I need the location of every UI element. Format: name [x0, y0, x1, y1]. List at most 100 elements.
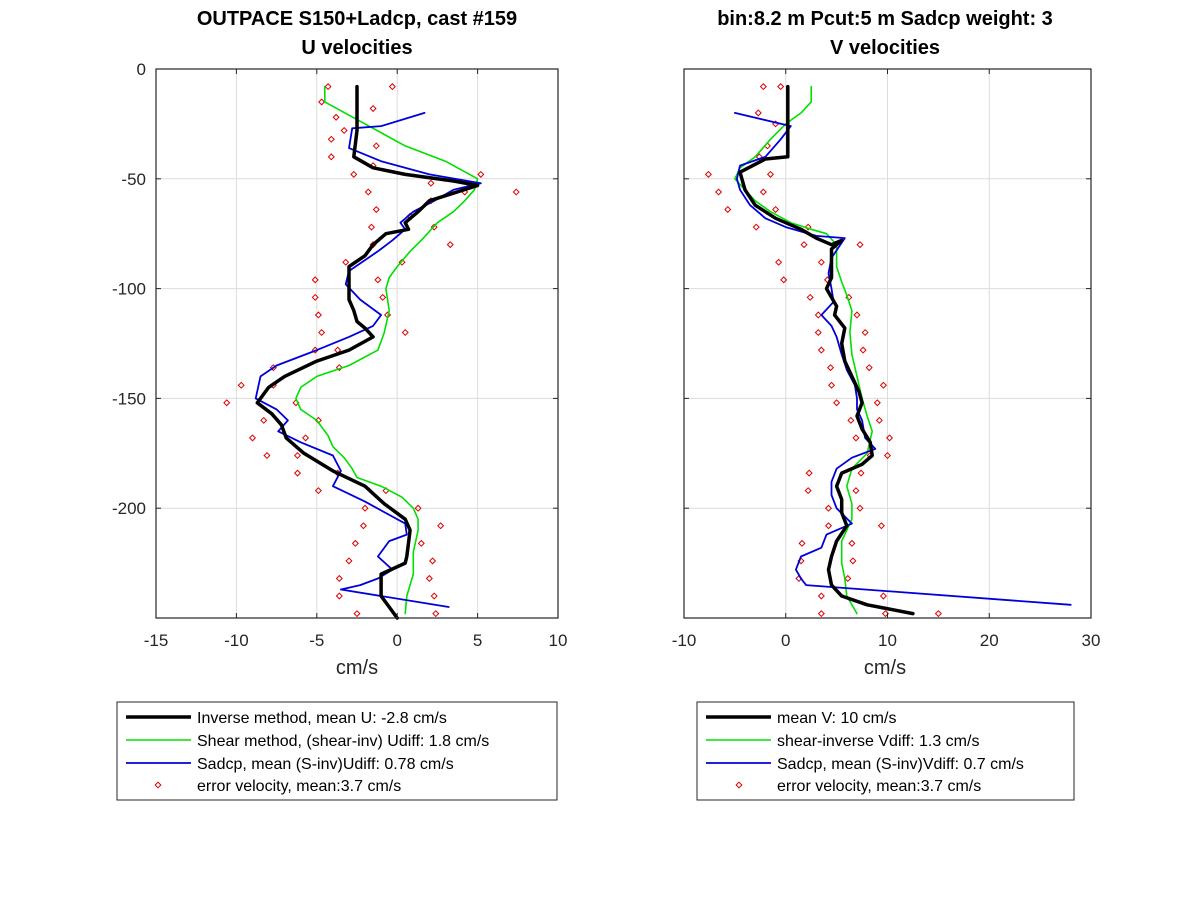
v-legend-swatch-error — [735, 781, 743, 789]
u-legend-label-inverse: Inverse method, mean U: -2.8 cm/s — [197, 710, 447, 727]
v-error-marker — [759, 188, 767, 196]
u-xtick-label: -5 — [309, 631, 324, 650]
v-error-marker — [847, 416, 855, 424]
u-legend-swatch-error — [154, 781, 162, 789]
v-error-marker — [800, 241, 808, 249]
u-legend-label-shear: Shear method, (shear-inv) Udiff: 1.8 cm/… — [197, 733, 489, 750]
v-error-marker — [772, 206, 780, 214]
v-error-marker — [824, 504, 833, 512]
v-x-axis-label: cm/s — [864, 657, 906, 679]
v-error-marker — [817, 610, 825, 618]
v-legend-label-error: error velocity, mean:3.7 cm/s — [777, 778, 981, 795]
u-ytick-label: 0 — [137, 60, 146, 79]
v-panel: bin:8.2 m Pcut:5 m Sadcp weight: 3 V vel… — [672, 8, 1101, 801]
v-error-marker — [777, 83, 785, 91]
v-error-marker — [833, 399, 841, 407]
v-error-marker — [861, 328, 869, 337]
u-error-marker — [327, 153, 335, 161]
u-ytick-label: -150 — [112, 389, 146, 408]
v-legend-label-sadcp: Sadcp, mean (S-inv)Vdiff: 0.7 cm/s — [777, 756, 1024, 773]
v-xtick-label: 10 — [878, 631, 897, 650]
u-error-marker — [379, 293, 387, 301]
v-error-marker — [849, 557, 857, 565]
u-inverse-line — [255, 84, 480, 620]
u-xticks: -15 -10 -5 0 5 10 — [144, 69, 568, 650]
v-error-marker — [715, 188, 723, 196]
u-error-marker — [324, 83, 332, 91]
u-sadcp-line — [254, 112, 482, 608]
v-error-marker — [806, 293, 814, 301]
v-error-marker — [857, 469, 865, 477]
u-error-marker — [351, 539, 359, 547]
v-xtick-label: 30 — [1082, 631, 1101, 650]
u-error-marker — [374, 276, 382, 284]
u-error-marker — [311, 276, 319, 284]
u-legend: Inverse method, mean U: -2.8 cm/s Shear … — [116, 701, 558, 801]
v-error-marker — [824, 522, 833, 530]
v-error-marker — [873, 399, 881, 407]
u-error-marker — [263, 451, 271, 460]
u-xtick-label: -15 — [144, 631, 169, 650]
u-yticks: 0 -50 -100 -150 -200 — [112, 60, 558, 518]
u-error-marker — [318, 98, 326, 106]
v-xtick-label: 20 — [980, 631, 999, 650]
u-error-marker — [359, 522, 367, 530]
v-error-marker — [879, 381, 887, 389]
v-error-marker — [814, 311, 822, 319]
v-error-marker — [766, 170, 775, 178]
u-error-marker — [248, 434, 257, 442]
u-xtick-label: -10 — [224, 631, 249, 650]
v-legend: mean V: 10 cm/s shear-inverse Vdiff: 1.3… — [696, 701, 1075, 801]
u-error-marker — [327, 135, 335, 143]
v-error-marker — [817, 592, 825, 600]
v-error-marker — [780, 276, 788, 284]
u-error-marker — [437, 522, 445, 530]
u-error-marker — [414, 504, 422, 512]
u-error-marker — [477, 170, 485, 178]
v-legend-label-mean: mean V: 10 cm/s — [777, 710, 896, 727]
u-chart-title: OUTPACE S150+Ladcp, cast #159 — [197, 8, 517, 30]
v-legend-label-shear: shear-inverse Vdiff: 1.3 cm/s — [777, 733, 979, 750]
v-error-marker — [798, 539, 806, 547]
u-xtick-label: 5 — [473, 631, 482, 650]
u-legend-label-sadcp: Sadcp, mean (S-inv)Udiff: 0.78 cm/s — [197, 756, 454, 773]
u-xtick-label: 10 — [549, 631, 568, 650]
u-error-marker — [369, 104, 377, 113]
v-error-marker — [754, 109, 762, 117]
v-error-marker — [856, 241, 864, 249]
v-error-marker — [828, 381, 836, 389]
u-x-axis-label: cm/s — [336, 657, 378, 679]
u-error-marker — [361, 504, 369, 512]
u-error-marker — [340, 126, 348, 135]
u-chart-subtitle: U velocities — [301, 37, 412, 59]
v-error-marker — [805, 469, 813, 477]
u-error-marker — [332, 113, 340, 121]
u-error-marker — [311, 293, 319, 301]
u-plot-clip — [223, 83, 520, 620]
u-error-marker — [318, 328, 326, 337]
u-error-marker — [345, 557, 353, 565]
u-error-marker — [223, 399, 231, 407]
v-error-marker — [759, 83, 767, 91]
u-error-marker — [350, 170, 358, 178]
v-error-marker — [859, 346, 867, 354]
v-error-marker — [804, 487, 812, 495]
v-error-marker — [752, 223, 760, 231]
v-error-marker — [881, 610, 890, 618]
u-ytick-label: -100 — [112, 280, 146, 299]
v-error-marker — [826, 364, 835, 372]
u-error-marker — [446, 241, 454, 249]
v-xtick-label: -10 — [672, 631, 697, 650]
u-error-marker — [314, 487, 322, 495]
u-shear-line — [295, 85, 479, 615]
u-error-marker — [427, 179, 435, 187]
u-error-marker — [364, 188, 372, 196]
u-error-marker — [302, 434, 310, 442]
u-error-marker — [512, 188, 520, 196]
v-error-marker — [775, 258, 783, 266]
v-error-marker — [724, 206, 732, 214]
v-error-marker — [817, 258, 825, 266]
v-error-marker — [885, 434, 894, 442]
v-error-marker — [704, 170, 712, 178]
v-xticks: -10 0 10 20 30 — [672, 69, 1101, 650]
